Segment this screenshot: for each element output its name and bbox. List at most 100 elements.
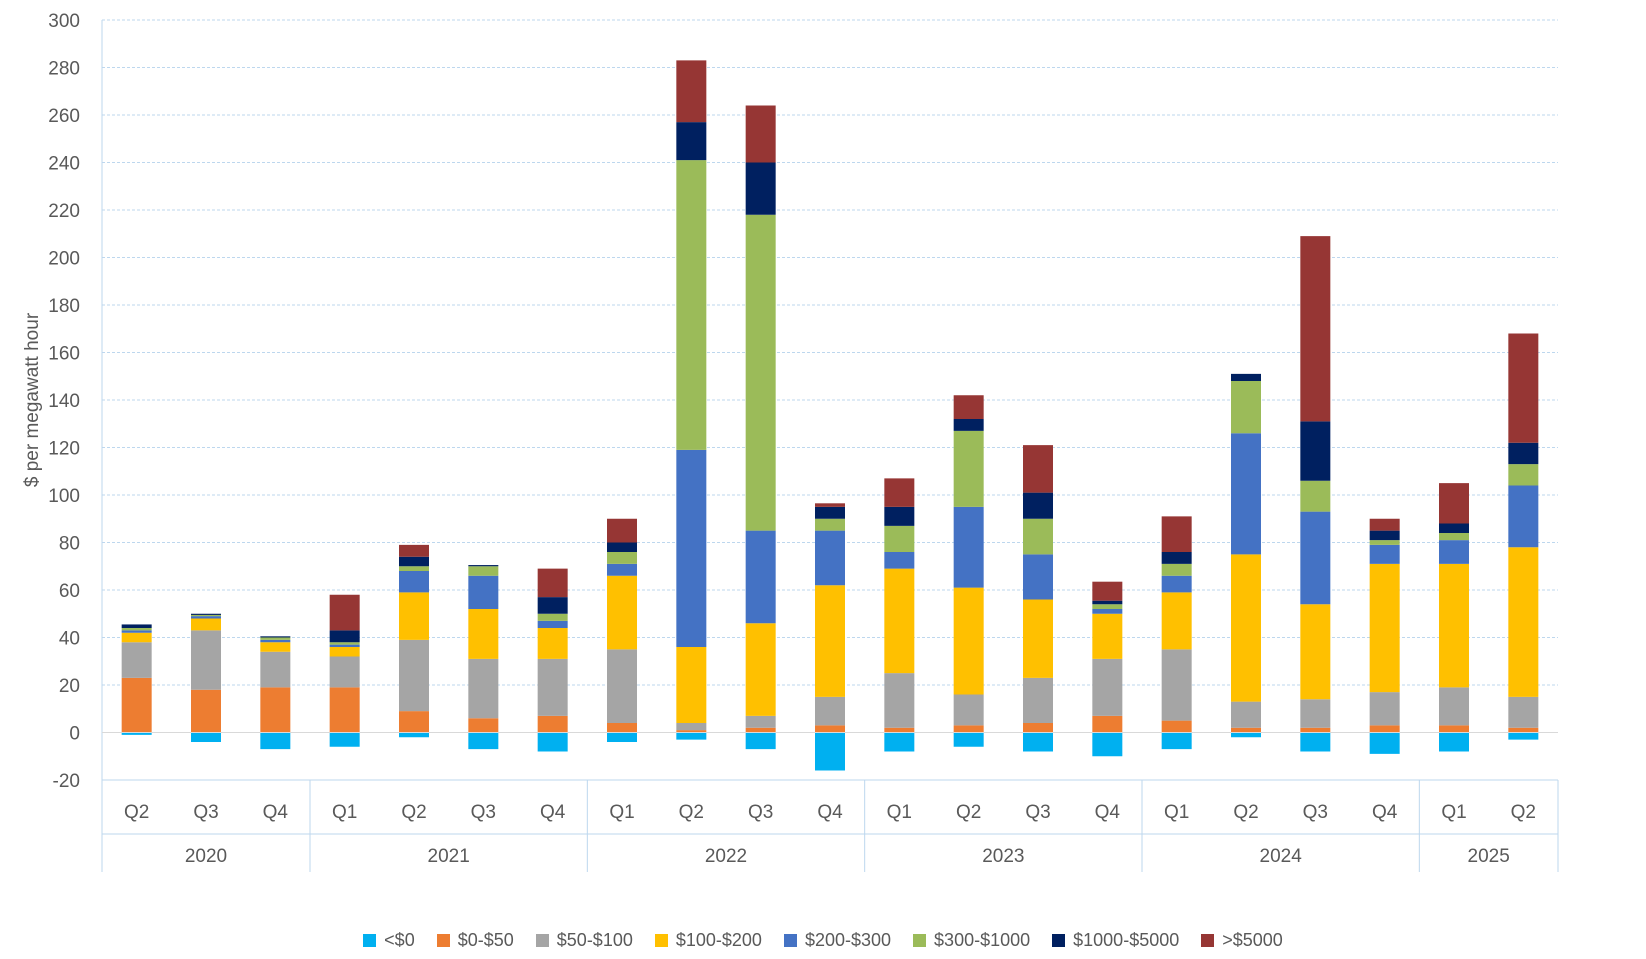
bar-segment: [1161, 720, 1192, 733]
bar-segment: [1092, 600, 1123, 605]
bar-segment: [1231, 732, 1261, 738]
bar-segment: [1439, 687, 1469, 726]
y-tick-label: 180: [48, 296, 80, 317]
legend-label: $1000-$5000: [1073, 929, 1180, 950]
bar-segment: [1092, 581, 1123, 601]
bar-segment: [121, 677, 152, 733]
bar-segment: [1023, 732, 1053, 752]
legend-item: <$0: [363, 930, 415, 951]
bar-segment: [1300, 511, 1331, 605]
bar-segment: [260, 639, 291, 643]
legend-label: $50-$100: [556, 929, 633, 950]
bar-segment: [468, 566, 499, 576]
legend-swatch: [1052, 933, 1066, 947]
bar-segment: [745, 105, 776, 163]
bar-segment: [1369, 540, 1400, 545]
bar-segment: [745, 162, 776, 215]
bar-segment: [1508, 696, 1539, 728]
bar-segment: [676, 449, 707, 647]
bar-segment: [676, 160, 707, 450]
bar-segment: [191, 618, 221, 631]
bar-segment: [953, 395, 984, 419]
bar-segment: [884, 506, 915, 526]
bar-segment: [329, 687, 360, 733]
legend-item: $50-$100: [535, 929, 633, 951]
legend-swatch: [654, 933, 668, 947]
bar-segment: [468, 565, 499, 567]
bar-segment: [537, 715, 568, 733]
bar-segment: [537, 658, 568, 716]
x-tick-label: Q1: [332, 802, 357, 823]
legend-label: <$0: [384, 929, 415, 950]
bar-segment: [399, 566, 429, 571]
bar-segment: [815, 696, 845, 726]
x-tick-label: Q3: [1303, 802, 1328, 823]
bar-segment: [607, 518, 637, 543]
bar-segment: [607, 563, 637, 576]
bar-segment: [1369, 725, 1400, 733]
bar-segment: [1439, 725, 1469, 733]
bar-segment: [121, 624, 152, 628]
bar-segment: [676, 122, 707, 161]
bar-segment: [537, 613, 568, 621]
bar-segment: [1161, 649, 1192, 721]
legend-item: $100-$200: [654, 929, 762, 951]
bar-segment: [399, 711, 429, 733]
x-tick-label: Q3: [1025, 802, 1050, 823]
bar-segment: [607, 542, 637, 552]
bar-segment: [1369, 544, 1400, 564]
bars: [121, 60, 1539, 771]
x-tick-label: Q2: [679, 802, 704, 823]
y-tick-label: 60: [59, 581, 80, 602]
bar-segment: [676, 732, 707, 740]
x-tick-label: Q3: [471, 802, 496, 823]
legend-swatch: [913, 933, 927, 947]
bar-segment: [399, 592, 429, 640]
x-tick-label: Q2: [124, 802, 149, 823]
y-tick-label: 280: [48, 59, 80, 80]
bar-segment: [468, 609, 499, 659]
y-tick-label: 220: [48, 201, 80, 222]
bar-segment: [1023, 492, 1053, 519]
bar-segment: [815, 518, 845, 531]
bar-segment: [121, 732, 152, 735]
legend-swatch: [1201, 933, 1215, 947]
x-axis: Q2 Q3 Q4 Q1 Q2 Q3 Q4 Q1 Q2 Q3 Q4 Q1 Q2 Q3 Q4 Q1 Q2 Q3 Q4 Q1…: [101, 732, 1559, 872]
x-tick-label: Q2: [1233, 802, 1258, 823]
bar-segment: [537, 732, 568, 752]
bar-segment: [745, 530, 776, 624]
bar-segment: [1508, 333, 1539, 443]
y-tick-label: 80: [59, 534, 80, 555]
x-tick-label: Q3: [193, 802, 218, 823]
y-tick-label: 40: [59, 629, 80, 650]
legend-label: $0-$50: [457, 929, 514, 950]
legend-label: $100-$200: [675, 929, 762, 950]
bar-segment: [1023, 518, 1053, 555]
bar-segment: [537, 568, 568, 598]
x-tick-label: Q2: [956, 802, 981, 823]
bar-segment: [1023, 599, 1053, 678]
bar-segment: [745, 732, 776, 750]
bar-segment: [1161, 563, 1192, 576]
bar-segment: [676, 647, 707, 723]
bar-segment: [329, 647, 360, 657]
bar-segment: [745, 214, 776, 531]
bar-segment: [1231, 701, 1261, 728]
x-tick-label: Q3: [748, 802, 773, 823]
bar-segment: [1092, 604, 1123, 609]
legend-item: $200-$300: [783, 930, 891, 951]
bar-segment: [1369, 563, 1400, 693]
bar-segment: [1300, 727, 1331, 733]
bar-segment: [884, 552, 915, 569]
bar-segment: [1161, 516, 1192, 552]
bar-segment: [953, 430, 984, 507]
bar-segment: [1439, 540, 1469, 564]
bar-segment: [1023, 445, 1053, 493]
y-tick-label: 240: [48, 154, 80, 175]
bar-segment: [1508, 442, 1539, 465]
bar-segment: [1300, 699, 1331, 728]
bar-segment: [884, 568, 915, 674]
year-label: 2024: [1260, 846, 1303, 867]
bar-segment: [468, 575, 499, 609]
bar-segment: [329, 656, 360, 688]
